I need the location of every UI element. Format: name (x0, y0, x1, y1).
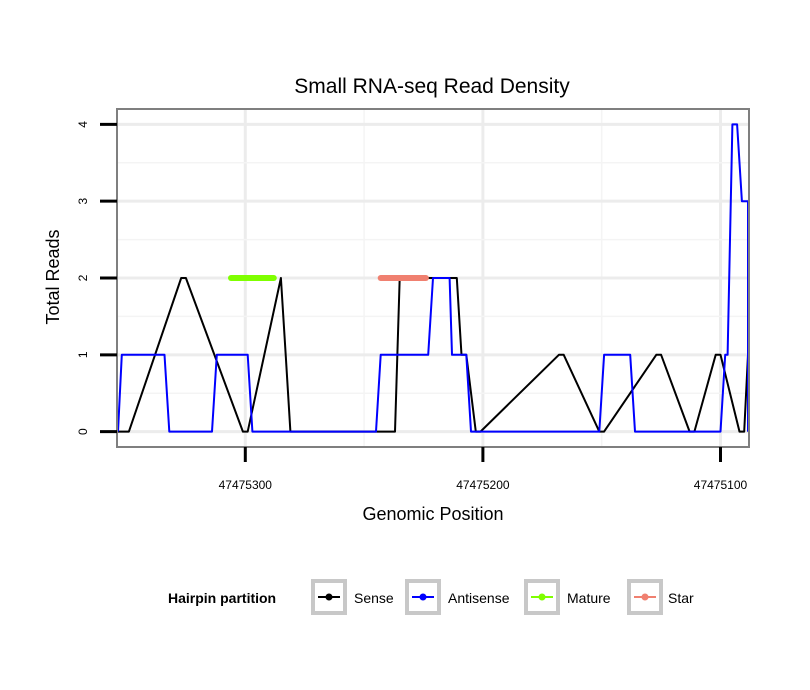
legend-marker-star (641, 593, 649, 601)
legend-label-star: Star (668, 590, 694, 606)
legend-label-mature: Mature (567, 590, 611, 606)
legend-entries: Sense Antisense Mature Star (311, 579, 694, 615)
legend-marker-sense (325, 593, 333, 601)
x-tick-label-0: 47475300 (219, 478, 273, 492)
plot-area (116, 108, 750, 448)
y-tick-label-3: 3 (76, 198, 90, 205)
y-tick-label-1: 1 (76, 351, 90, 358)
x-tick-label-2: 47475100 (694, 478, 748, 492)
y-axis: 0 1 2 3 4 (76, 121, 117, 435)
x-tick-label-1: 47475200 (456, 478, 510, 492)
legend-label-antisense: Antisense (448, 590, 510, 606)
x-axis: 47475300 47475200 47475100 (219, 447, 748, 492)
legend-marker-mature (538, 593, 546, 601)
series-antisense-line (117, 123, 749, 433)
legend-title: Hairpin partition (168, 590, 276, 606)
y-tick-label-4: 4 (76, 121, 90, 128)
x-axis-title: Genomic Position (362, 504, 503, 524)
chart-title: Small RNA-seq Read Density (294, 75, 570, 98)
y-tick-label-2: 2 (76, 274, 90, 281)
series-layer (117, 123, 749, 433)
y-axis-title: Total Reads (43, 229, 63, 324)
y-tick-label-0: 0 (76, 428, 90, 435)
legend: Hairpin partition Sense Antisense Mature St… (168, 579, 694, 615)
legend-marker-antisense (419, 593, 427, 601)
legend-label-sense: Sense (354, 590, 394, 606)
